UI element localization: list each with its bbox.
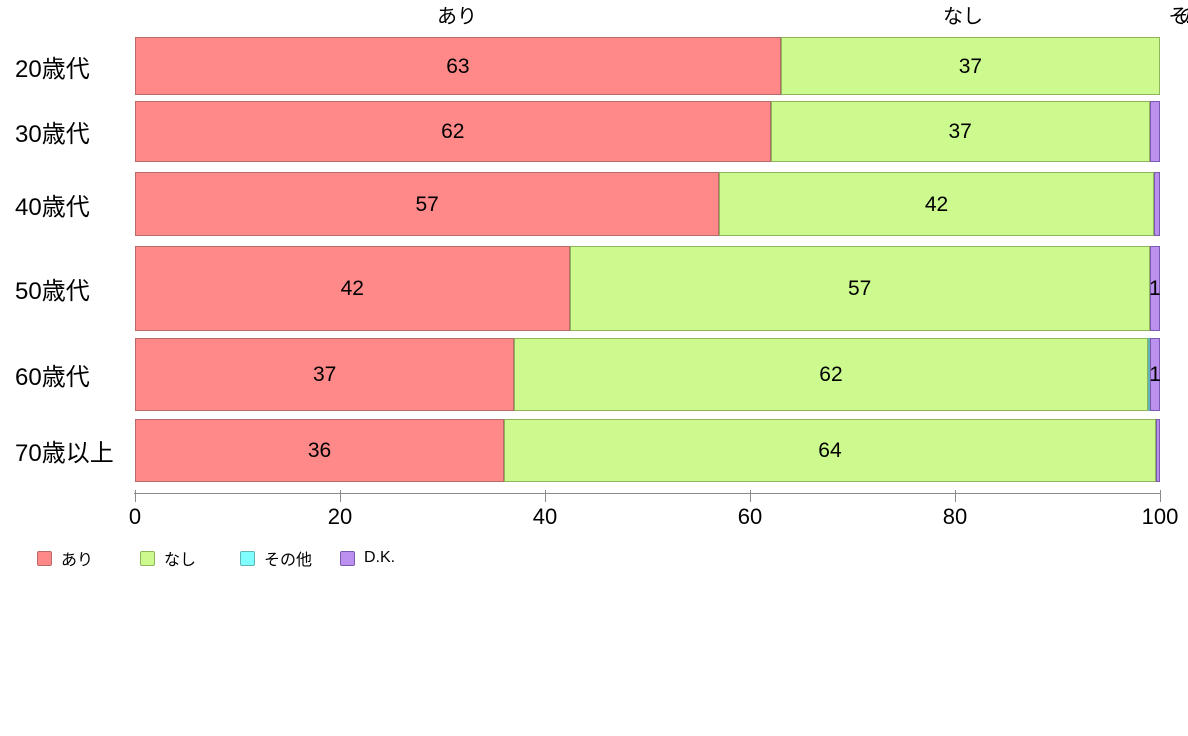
segment-value-label: 57 <box>415 192 439 216</box>
segment-value-label: 64 <box>818 439 842 462</box>
series-top-label-truncated: その... <box>1168 6 1186 28</box>
legend-swatch <box>340 550 355 566</box>
legend-item: D.K. <box>340 547 395 569</box>
bar-row: 20歳代 63 37 <box>0 37 1188 95</box>
legend-swatch <box>37 550 52 566</box>
segment-value-label: 37 <box>312 363 337 386</box>
segment-value-label: 62 <box>441 120 465 143</box>
legend-label: その他 <box>264 552 313 569</box>
bar-segment: 37 <box>780 37 1160 95</box>
bar-segment: 42 <box>135 246 570 331</box>
x-axis-tick <box>545 490 546 502</box>
bar-segment: 37 <box>135 338 515 411</box>
legend-item: その他 <box>240 547 312 569</box>
bar-segment: 1 <box>1149 338 1161 411</box>
segment-value-label: 37 <box>958 54 983 78</box>
stacked-bar: 63 37 <box>135 37 1160 95</box>
x-axis-tick-label: 80 <box>942 504 968 529</box>
bar-segment: 63 <box>135 37 781 95</box>
bar-row: 30歳代 62 37 <box>0 101 1188 162</box>
bar-segment <box>1153 172 1160 236</box>
category-label: 70歳以上 <box>15 440 114 467</box>
legend-swatch <box>140 550 155 566</box>
segment-value-label: 1 <box>1149 363 1161 386</box>
stacked-bar: 62 37 <box>135 101 1160 162</box>
x-axis-tick <box>135 490 136 502</box>
legend: あり なし その他 D.K. <box>0 547 1188 569</box>
legend-label: D.K. <box>364 549 396 566</box>
legend-label: あり <box>61 552 94 569</box>
legend-item: なし <box>140 547 196 569</box>
segment-value-label: 37 <box>948 120 972 143</box>
bar-segment: 57 <box>569 246 1150 331</box>
segment-value-label: 42 <box>924 192 949 216</box>
stacked-bar: 57 42 <box>135 172 1160 236</box>
series-top-label-ari: あり <box>437 6 477 28</box>
legend-swatch <box>240 550 255 566</box>
x-axis-tick-label: 0 <box>128 504 142 529</box>
bar-row: 70歳以上 36 64 <box>0 419 1188 482</box>
x-axis-tick-label: 100 <box>1141 504 1179 529</box>
bar-row: 60歳代 37 62 1 <box>0 338 1188 411</box>
segment-value-label: 42 <box>340 277 364 300</box>
stacked-bar: 36 64 <box>135 419 1160 482</box>
legend-label: なし <box>164 552 197 569</box>
stacked-bar: 42 57 1 <box>135 246 1161 331</box>
x-axis-tick <box>340 490 341 502</box>
series-top-label-nashi: なし <box>943 6 983 28</box>
x-axis-tick <box>955 490 956 502</box>
bar-segment: 62 <box>135 101 771 162</box>
bar-segment: 64 <box>504 419 1156 482</box>
x-axis-tick <box>1160 490 1161 502</box>
bar-segment: 36 <box>135 419 504 482</box>
category-label: 20歳代 <box>15 55 90 83</box>
legend-item: あり <box>37 547 93 569</box>
stacked-bar: 37 62 1 <box>135 338 1161 411</box>
bar-segment <box>1155 419 1160 482</box>
bar-segment: 1 <box>1149 246 1161 331</box>
segment-value-label: 63 <box>446 54 470 78</box>
x-axis-tick-label: 20 <box>327 504 353 529</box>
segment-value-label: 1 <box>1149 277 1161 300</box>
bar-row: 50歳代 42 57 1 <box>0 246 1188 331</box>
category-label: 50歳代 <box>15 278 90 305</box>
x-axis-tick-label: 40 <box>532 504 558 529</box>
category-label: 60歳代 <box>15 364 90 391</box>
bar-segment: 62 <box>514 338 1148 411</box>
bar-segment: 57 <box>135 172 720 236</box>
bar-segment <box>1147 338 1151 411</box>
category-label: 30歳代 <box>15 121 90 148</box>
x-axis-tick-label: 60 <box>737 504 763 529</box>
segment-value-label: 36 <box>307 439 332 462</box>
category-label: 40歳代 <box>15 193 90 221</box>
bar-segment: 42 <box>719 172 1154 236</box>
bar-row: 40歳代 57 42 <box>0 172 1188 236</box>
bar-segment <box>1149 101 1160 162</box>
bar-segment: 37 <box>770 101 1150 162</box>
segment-value-label: 62 <box>819 363 843 386</box>
x-axis-tick <box>750 490 751 502</box>
x-axis-line <box>134 493 1161 494</box>
segment-value-label: 57 <box>847 277 872 300</box>
